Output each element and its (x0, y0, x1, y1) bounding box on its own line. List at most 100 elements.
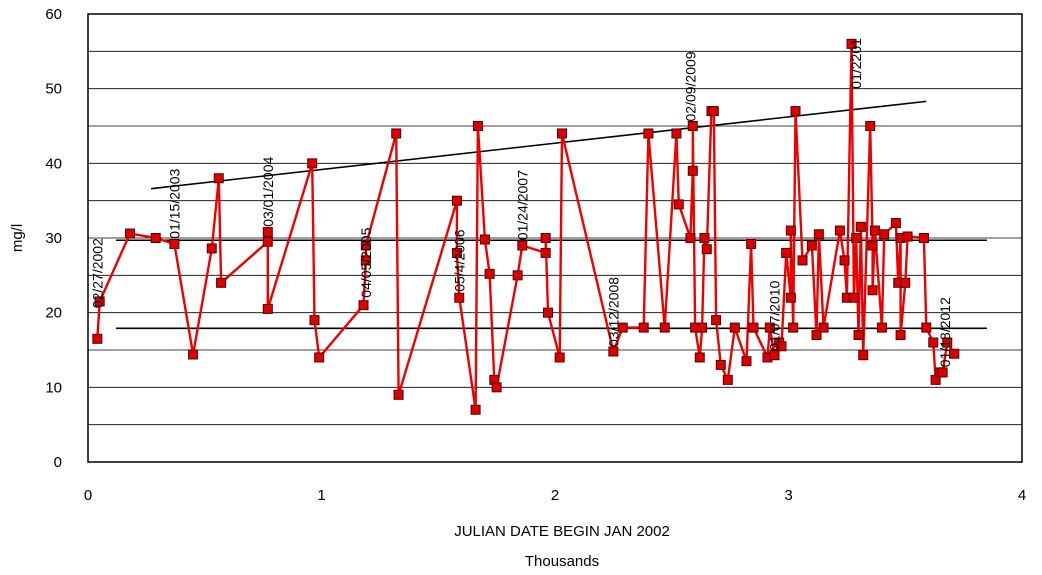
date-annotation: 01/18/2012 (937, 297, 953, 367)
data-point (848, 292, 859, 303)
date-annotation: 02/27/2002 (89, 238, 105, 308)
data-point (262, 236, 273, 247)
data-point (517, 240, 528, 251)
x-tick-label: 2 (551, 487, 559, 504)
data-point (360, 240, 371, 251)
x-axis-units-label: Thousands (525, 553, 599, 570)
y-tick-label: 50 (45, 81, 62, 98)
data-point (659, 322, 670, 333)
data-point (617, 322, 628, 333)
date-annotation: 05/4/2006 (451, 229, 467, 291)
data-point (865, 121, 876, 131)
data-point (781, 247, 792, 258)
x-axis: 0 1 2 3 4 (84, 487, 1026, 504)
date-annotation: 01/15/2003 (166, 168, 182, 238)
data-point (928, 337, 939, 348)
data-point (540, 247, 551, 258)
data-point (150, 233, 161, 243)
y-tick-label: 10 (45, 379, 62, 396)
data-point (638, 322, 649, 333)
data-point (711, 315, 722, 326)
date-annotation: 01/24/2007 (514, 170, 530, 240)
date-annotation: 01/07/2010 (767, 280, 783, 350)
data-point (846, 38, 857, 49)
data-point (479, 234, 490, 245)
data-point (393, 389, 404, 400)
date-annotation: 03/01/2004 (260, 157, 276, 227)
data-point (788, 322, 799, 333)
date-annotation: 03/12/2008 (605, 277, 621, 347)
data-point (699, 233, 710, 243)
data-point (94, 296, 105, 307)
data-point (454, 292, 465, 303)
data-point (470, 404, 481, 415)
data-point (900, 277, 911, 288)
data-point (785, 225, 796, 236)
data-point (542, 307, 553, 318)
y-tick-label: 20 (45, 305, 62, 322)
data-point (853, 330, 864, 341)
data-point (608, 346, 619, 357)
data-point (216, 277, 227, 288)
data-point (701, 244, 712, 255)
data-point (491, 382, 502, 393)
data-point (685, 233, 696, 243)
data-point (776, 341, 787, 352)
data-point (697, 322, 708, 333)
data-point (902, 231, 913, 242)
data-point (673, 199, 684, 210)
y-tick-label: 30 (45, 230, 62, 247)
data-point (213, 173, 224, 184)
data-point (921, 322, 932, 333)
y-tick-label: 60 (45, 6, 62, 23)
data-point (834, 225, 845, 236)
data-point (360, 255, 371, 266)
data-point (540, 233, 551, 243)
x-tick-label: 1 (317, 487, 325, 504)
data-point (643, 128, 654, 139)
data-point (722, 374, 733, 385)
x-tick-label: 0 (84, 487, 92, 504)
data-point (729, 322, 740, 333)
annotations: 02/27/2002 01/15/2003 03/01/2004 04/05/2005… (89, 38, 953, 367)
data-point (557, 128, 568, 139)
data-point (839, 255, 850, 266)
data-point (309, 315, 320, 326)
data-point (694, 352, 705, 363)
y-tick-label: 40 (45, 155, 62, 172)
data-point (451, 247, 462, 258)
data-point (869, 225, 880, 236)
data-point (764, 322, 775, 333)
date-annotation: 01/2201 (848, 38, 864, 89)
data-point (855, 221, 866, 232)
plot-area (87, 13, 1023, 463)
data-point (806, 240, 817, 251)
data-point (307, 158, 318, 169)
data-point (918, 233, 929, 243)
data-point (358, 300, 369, 311)
data-point (790, 106, 801, 117)
data-point (949, 348, 960, 359)
data-point (890, 218, 901, 229)
data-point (876, 322, 887, 333)
series (92, 38, 960, 415)
data-point (554, 352, 565, 363)
data-point (188, 349, 199, 360)
data-point (314, 352, 325, 363)
data-point (391, 128, 402, 139)
data-point (125, 228, 136, 239)
gridlines (88, 50, 1022, 426)
data-point (937, 367, 948, 378)
date-annotation: 02/09/2009 (682, 51, 698, 121)
data-point (895, 330, 906, 341)
data-point (818, 322, 829, 333)
data-point (811, 330, 822, 341)
data-point (169, 238, 180, 249)
data-point (942, 337, 953, 348)
data-point (858, 350, 869, 361)
data-point (867, 240, 878, 251)
data-point (92, 333, 103, 344)
data-point (797, 255, 808, 266)
data-point (769, 350, 780, 361)
